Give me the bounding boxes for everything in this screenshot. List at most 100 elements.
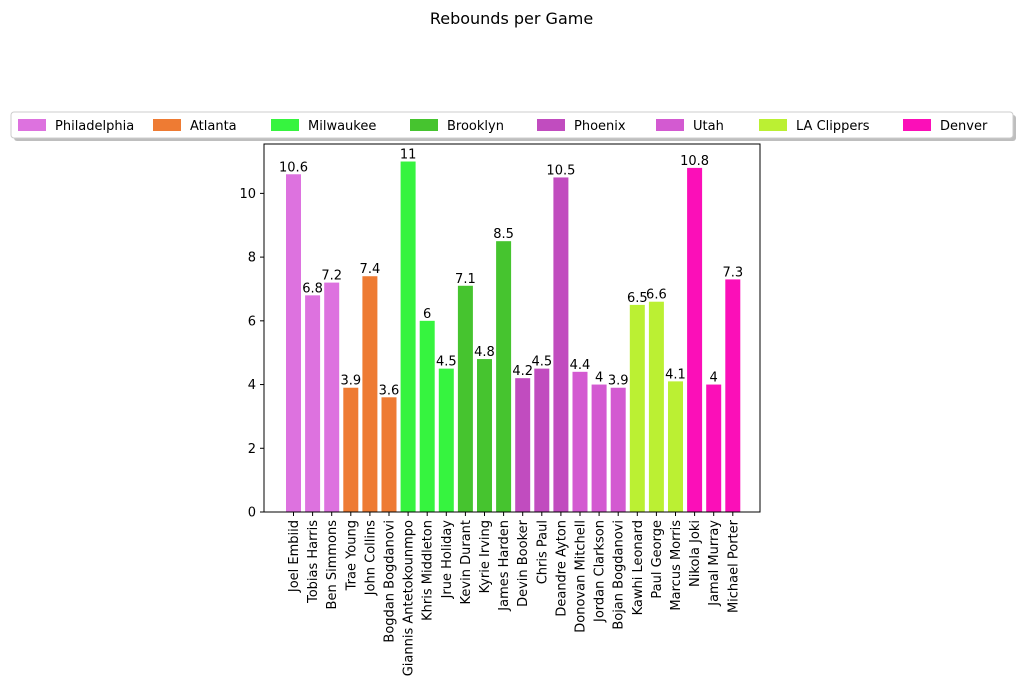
x-tick-label: Devin Booker: [516, 519, 531, 607]
bar: [477, 359, 492, 512]
bar: [610, 387, 626, 512]
x-tick-label: Chris Paul: [535, 520, 550, 584]
x-tick-label: Jordan Clarkson: [593, 520, 608, 623]
legend-item: Philadelphia: [18, 119, 134, 134]
data-label: 4: [710, 371, 718, 386]
legend-item: Phoenix: [537, 119, 626, 134]
bar: [591, 384, 607, 512]
data-label: 10.8: [680, 154, 709, 169]
data-label: 6: [423, 307, 431, 322]
data-label: 4.2: [512, 364, 533, 379]
legend-item: Atlanta: [153, 119, 237, 134]
bar: [725, 279, 741, 512]
x-tick-label: John Collins: [363, 520, 378, 597]
bar: [400, 161, 416, 512]
data-label: 11: [400, 148, 417, 163]
legend-swatch: [18, 119, 46, 131]
data-label: 4: [595, 371, 603, 386]
chart-title: Rebounds per Game: [430, 9, 593, 28]
legend-item: LA Clippers: [759, 119, 870, 134]
legend: Philadelphia Atlanta Milwaukee Brooklyn Phoe…: [10, 111, 1016, 141]
data-label: 10.6: [279, 160, 308, 175]
legend-label: Brooklyn: [447, 119, 504, 134]
legend-swatch: [153, 119, 181, 131]
data-label: 4.4: [570, 358, 591, 373]
legend-box: [10, 111, 1014, 139]
data-label: 6.8: [302, 281, 323, 296]
bar: [534, 368, 550, 512]
bar: [343, 387, 359, 512]
bar: [572, 371, 588, 512]
legend-label: LA Clippers: [796, 119, 870, 134]
legend-swatch: [759, 119, 787, 131]
y-tick-label: 4: [248, 378, 256, 393]
x-tick-label: Paul George: [650, 520, 665, 599]
legend-swatch: [903, 119, 931, 131]
bar: [324, 282, 340, 512]
x-tick-label: Kyrie Irving: [478, 520, 493, 593]
data-label: 4.8: [474, 345, 495, 360]
bar: [668, 381, 683, 512]
bar: [286, 174, 301, 512]
x-tick-label: Jamal Murray: [707, 520, 722, 607]
data-label: 10.5: [546, 163, 575, 178]
x-tick-label: James Harden: [497, 520, 512, 612]
bar: [515, 378, 531, 512]
data-label: 3.6: [379, 383, 400, 398]
bar: [706, 384, 722, 512]
plot-area: 10.66.87.23.97.43.61164.57.14.88.54.24.5…: [239, 143, 761, 676]
legend-item: Milwaukee: [271, 119, 376, 134]
data-label: 7.4: [360, 262, 381, 277]
data-label: 4.5: [531, 355, 552, 370]
x-tick-label: Bojan Bogdanovi: [612, 520, 627, 630]
legend-label: Philadelphia: [55, 119, 134, 134]
bar: [362, 276, 378, 512]
x-tick-label: Michael Porter: [726, 519, 741, 613]
data-label: 7.3: [722, 265, 743, 280]
y-tick-label: 10: [239, 187, 256, 202]
x-tick-label: Ben Simmons: [325, 520, 340, 610]
x-tick-label: Jrue Holiday: [440, 520, 455, 600]
x-tick-label: Marcus Morris: [669, 520, 684, 611]
x-tick-label: Kawhi Leonard: [631, 520, 646, 615]
legend-label: Milwaukee: [308, 119, 376, 134]
legend-item: Utah: [656, 119, 724, 134]
bar: [648, 301, 664, 512]
bar: [381, 397, 397, 512]
bar: [553, 177, 569, 512]
data-label: 7.1: [455, 272, 476, 287]
legend-swatch: [656, 119, 684, 131]
data-label: 3.9: [608, 374, 629, 389]
bar: [438, 368, 454, 512]
y-tick-label: 0: [248, 506, 256, 521]
legend-swatch: [271, 119, 299, 131]
x-tick-label: Khris Middleton: [421, 520, 436, 621]
bar: [496, 241, 512, 512]
y-tick-label: 2: [248, 442, 256, 457]
y-tick-label: 8: [248, 251, 256, 266]
bar: [305, 295, 321, 512]
bar: [687, 167, 703, 512]
data-label: 7.2: [321, 269, 342, 284]
bar: [629, 304, 645, 512]
x-tick-label: Joel Embiid: [287, 520, 302, 593]
data-label: 6.6: [646, 288, 667, 303]
data-label: 6.5: [627, 291, 648, 306]
x-tick-label: Bogdan Bogdanovi: [383, 520, 398, 643]
legend-label: Utah: [693, 119, 724, 134]
legend-label: Atlanta: [190, 119, 237, 134]
legend-item: Denver: [903, 119, 988, 134]
legend-label: Denver: [940, 119, 988, 134]
x-tick-label: Kevin Durant: [459, 520, 474, 604]
x-tick-label: Deandre Ayton: [554, 520, 569, 617]
x-tick-label: Trae Young: [344, 520, 359, 591]
x-tick-label: Tobias Harris: [306, 520, 321, 604]
legend-swatch: [410, 119, 438, 131]
legend-swatch: [537, 119, 565, 131]
bar: [457, 285, 473, 512]
axes-frame: [263, 143, 761, 513]
y-tick-label: 6: [248, 314, 256, 329]
data-label: 4.1: [665, 367, 686, 382]
data-label: 4.5: [436, 355, 457, 370]
legend-label: Phoenix: [574, 119, 626, 134]
